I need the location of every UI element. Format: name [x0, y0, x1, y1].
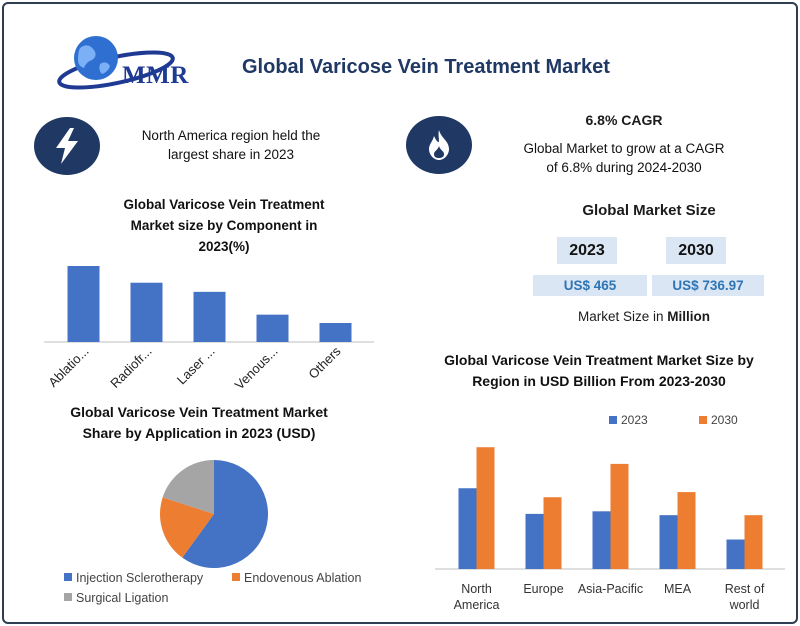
component-tick-label: Others	[305, 343, 344, 382]
cagr-note: Global Market to grow at a CAGR of 6.8% …	[504, 139, 744, 177]
region-bar	[677, 492, 696, 569]
region-legend-label: 2030	[711, 413, 738, 427]
region-tick-label: North	[461, 582, 492, 596]
component-bar	[319, 323, 352, 342]
region-bar	[525, 513, 544, 569]
unit-bold: Million	[667, 309, 711, 324]
region-bar	[659, 515, 678, 569]
year-2023-box: 2023	[557, 237, 617, 264]
cagr-title: 6.8% CAGR	[585, 112, 663, 128]
region-tick-label: Asia-Pacific	[578, 582, 643, 596]
pie-legend-label: Endovenous Ablation	[244, 571, 362, 585]
component-title-line-1: Global Varicose Vein Treatment	[123, 197, 325, 212]
component-bar	[130, 282, 163, 342]
value-2023-box: US$ 465	[533, 275, 647, 296]
market-size-title: Global Market Size	[582, 202, 716, 219]
component-bar-chart: Ablatio... Radiofr... Laser ... Venous... Ot…	[44, 266, 374, 393]
mmr-logo	[57, 36, 175, 90]
pie-legend-label: Injection Sclerotherapy	[76, 571, 204, 585]
note-line-1: North America region held the	[141, 128, 321, 143]
region-bar	[610, 463, 629, 569]
application-title-line-2: Share by Application in 2023 (USD)	[82, 425, 316, 441]
component-bar	[193, 291, 226, 342]
component-tick-label: Radiofr...	[107, 344, 154, 391]
pie-legend-label: Surgical Ligation	[76, 591, 168, 605]
region-title-line-1: Global Varicose Vein Treatment Market Si…	[444, 352, 754, 368]
north-america-note: North America region held the largest sh…	[116, 126, 346, 164]
region-legend-swatch	[609, 416, 617, 424]
application-chart-title: Global Varicose Vein Treatment Market Sh…	[44, 402, 354, 444]
region-legend-label: 2023	[621, 413, 648, 427]
pie-legend-swatch	[64, 593, 72, 601]
application-pie-chart: Injection Sclerotherapy Endovenous Ablati…	[64, 460, 362, 605]
region-tick-label: Rest of	[725, 582, 765, 596]
region-chart-title: Global Varicose Vein Treatment Market Si…	[414, 350, 784, 392]
component-tick-label: Ablatio...	[45, 344, 91, 390]
value-2030-box: US$ 736.97	[652, 275, 764, 296]
lightning-icon	[34, 117, 100, 175]
component-bar	[256, 314, 289, 342]
region-tick-label: Europe	[523, 582, 563, 596]
market-size-unit: Market Size in Million	[544, 309, 744, 324]
component-tick-label: Venous...	[232, 344, 281, 393]
flame-icon	[406, 116, 472, 174]
application-title-line-1: Global Varicose Vein Treatment Market	[70, 404, 328, 420]
component-tick-label: Laser ...	[174, 344, 218, 388]
region-tick-label: America	[454, 598, 500, 612]
pie-slice	[182, 460, 268, 568]
region-tick-label: world	[729, 598, 760, 612]
region-bar-chart: 2023 2030 North America Europe Asia-Pacific ME…	[435, 413, 785, 612]
component-title-line-2: Market size by Component in	[130, 218, 318, 233]
region-bar	[726, 539, 745, 569]
note-line-2: largest share in 2023	[167, 147, 295, 162]
unit-prefix: Market Size in	[577, 309, 664, 324]
pie-legend-swatch	[64, 573, 72, 581]
component-chart-title: Global Varicose Vein Treatment Market si…	[94, 194, 354, 257]
region-bar	[476, 447, 495, 569]
cagr-line-1: Global Market to grow at a CAGR	[523, 141, 725, 156]
region-bar	[744, 515, 763, 569]
pie-slice	[160, 497, 214, 558]
region-legend-swatch	[699, 416, 707, 424]
region-title-line-2: Region in USD Billion From 2023-2030	[472, 373, 726, 389]
region-bar	[458, 488, 477, 569]
logo-text: MMR	[122, 62, 189, 89]
region-bar	[592, 511, 611, 569]
pie-legend-swatch	[232, 573, 240, 581]
component-title-line-3: 2023(%)	[198, 239, 250, 254]
region-bar	[543, 497, 562, 569]
component-bar	[67, 266, 100, 342]
page-title: Global Varicose Vein Treatment Market	[242, 56, 610, 78]
year-2030-box: 2030	[666, 237, 726, 264]
region-tick-label: MEA	[664, 582, 692, 596]
pie-slice	[162, 460, 214, 514]
cagr-line-2: of 6.8% during 2024-2030	[546, 160, 702, 175]
